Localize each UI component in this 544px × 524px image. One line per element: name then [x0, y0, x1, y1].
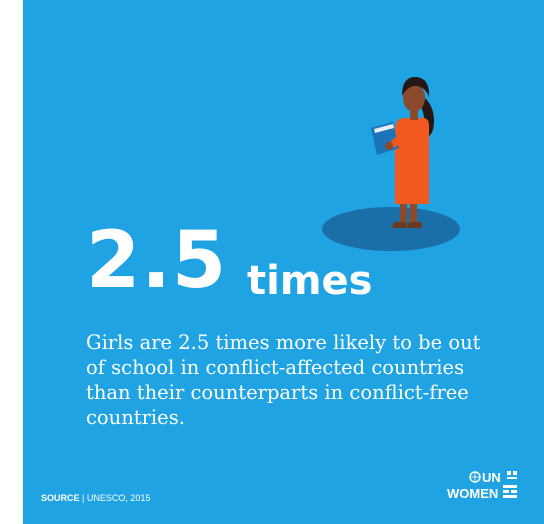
hair [402, 76, 430, 97]
logo-women-text: WOMEN [447, 486, 498, 501]
hand [385, 142, 393, 150]
headline-number: 2.5 [86, 216, 228, 306]
source-separator: | [82, 493, 85, 503]
logo-un-text: UN [482, 470, 501, 485]
neck [410, 110, 418, 120]
ponytail [421, 98, 434, 138]
ground-shadow [322, 207, 460, 251]
leg-right [410, 202, 417, 224]
dress [395, 118, 429, 204]
shoe-left [392, 222, 407, 228]
girl-reading-illustration [322, 76, 460, 251]
headline-unit: times [247, 258, 373, 304]
description-text: Girls are 2.5 times more likely to be ou… [86, 331, 481, 429]
arm [389, 132, 406, 148]
un-women-logo: UN WOMEN [447, 470, 517, 501]
equality-icon [503, 471, 517, 498]
book-pages [374, 124, 394, 133]
head [403, 84, 425, 112]
source-label: SOURCE [41, 493, 80, 503]
leg-left [400, 202, 407, 224]
infographic-card: 2.5 times Girls are 2.5 times more likel… [23, 0, 544, 524]
source-line: SOURCE | UNESCO, 2015 [41, 494, 150, 503]
source-text: UNESCO, 2015 [86, 493, 151, 503]
shoe-right [407, 222, 422, 228]
